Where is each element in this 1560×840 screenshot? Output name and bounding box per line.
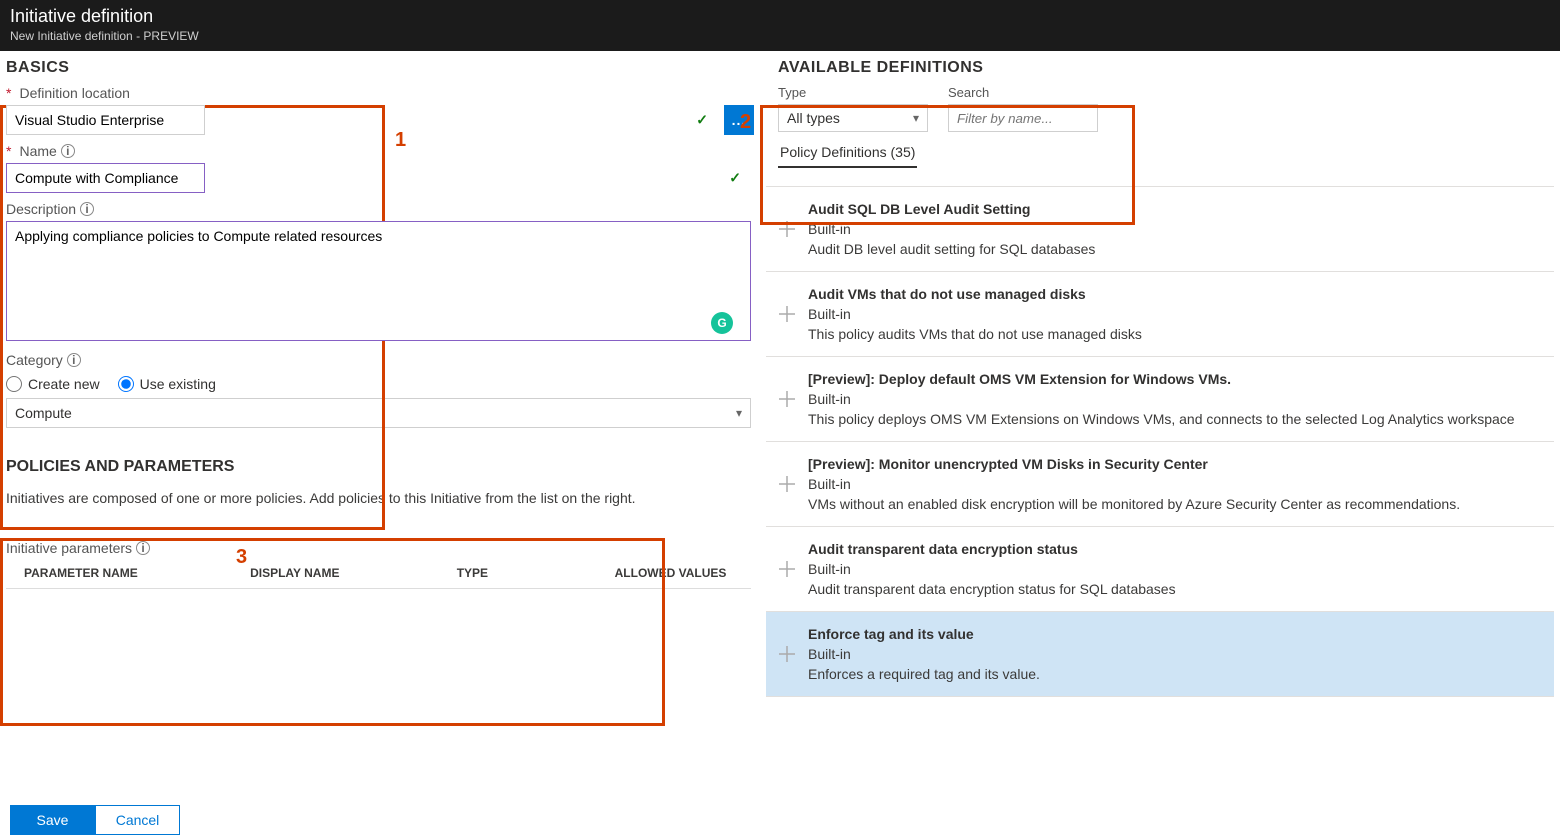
grammarly-icon: G <box>711 312 733 334</box>
search-label: Search <box>948 85 1098 100</box>
col-display-name: DISPLAY NAME <box>250 566 377 580</box>
tab-policy-definitions[interactable]: Policy Definitions (35) <box>778 140 917 168</box>
footer: Save Cancel <box>0 800 1560 840</box>
policies-subtext: Initiatives are composed of one or more … <box>6 490 754 506</box>
cancel-button[interactable]: Cancel <box>95 805 180 835</box>
basics-heading: BASICS <box>6 59 754 77</box>
search-input[interactable] <box>948 104 1098 132</box>
definitions-list: Audit SQL DB Level Audit Setting Built-in… <box>766 186 1554 697</box>
name-label-text: Name <box>19 143 56 159</box>
definition-type: Built-in <box>808 221 1544 237</box>
definition-title: [Preview]: Monitor unencrypted VM Disks … <box>808 456 1544 472</box>
check-icon: ✓ <box>729 170 741 187</box>
page-title: Initiative definition <box>10 6 1550 27</box>
info-icon[interactable]: i <box>61 144 75 158</box>
titlebar: Initiative definition New Initiative def… <box>0 0 1560 51</box>
add-definition-button[interactable] <box>766 201 808 257</box>
available-heading: AVAILABLE DEFINITIONS <box>778 59 1554 77</box>
info-icon[interactable]: i <box>80 202 94 216</box>
col-allowed-values: ALLOWED VALUES <box>615 566 751 580</box>
definition-row[interactable]: Audit SQL DB Level Audit Setting Built-in… <box>766 187 1554 272</box>
defloc-input[interactable] <box>6 105 205 135</box>
chevron-down-icon: ▾ <box>736 406 742 420</box>
description-label: Description i <box>6 201 754 217</box>
definition-desc: This policy deploys OMS VM Extensions on… <box>808 411 1544 427</box>
page-subtitle: New Initiative definition - PREVIEW <box>10 29 1550 43</box>
radio-use-existing[interactable] <box>118 376 134 392</box>
defloc-label: Definition location <box>6 85 754 101</box>
annotation-num-2: 2 <box>740 111 751 134</box>
initiative-params-label-text: Initiative parameters <box>6 540 132 556</box>
definition-desc: Audit transparent data encryption status… <box>808 581 1544 597</box>
category-create-new[interactable]: Create new <box>6 376 100 392</box>
add-definition-button[interactable] <box>766 371 808 427</box>
defloc-label-text: Definition location <box>19 85 130 101</box>
definition-row[interactable]: Enforce tag and its value Built-in Enforce… <box>766 612 1554 697</box>
add-definition-button[interactable] <box>766 456 808 512</box>
params-columns: PARAMETER NAME DISPLAY NAME TYPE ALLOWED… <box>6 566 751 589</box>
definition-title: Enforce tag and its value <box>808 626 1544 642</box>
right-panel: 2 AVAILABLE DEFINITIONS Type All types ▾… <box>760 51 1560 801</box>
definition-row[interactable]: Audit transparent data encryption status… <box>766 527 1554 612</box>
definition-desc: This policy audits VMs that do not use m… <box>808 326 1544 342</box>
definition-row[interactable]: Audit VMs that do not use managed disks B… <box>766 272 1554 357</box>
type-label: Type <box>778 85 928 100</box>
add-definition-button[interactable] <box>766 541 808 597</box>
description-label-text: Description <box>6 201 76 217</box>
category-value: Compute <box>15 405 72 421</box>
definition-title: Audit SQL DB Level Audit Setting <box>808 201 1544 217</box>
info-icon[interactable]: i <box>136 541 150 555</box>
radio-use-existing-label: Use existing <box>140 376 216 392</box>
definition-desc: VMs without an enabled disk encryption w… <box>808 496 1544 512</box>
initiative-params-label: Initiative parameters i <box>6 540 754 556</box>
add-definition-button[interactable] <box>766 286 808 342</box>
definition-type: Built-in <box>808 476 1544 492</box>
definition-desc: Audit DB level audit setting for SQL dat… <box>808 241 1544 257</box>
definition-type: Built-in <box>808 306 1544 322</box>
check-icon: ✓ <box>696 112 708 129</box>
category-label: Category i <box>6 352 754 368</box>
info-icon[interactable]: i <box>67 353 81 367</box>
definition-row[interactable]: [Preview]: Deploy default OMS VM Extensi… <box>766 357 1554 442</box>
add-definition-button[interactable] <box>766 626 808 682</box>
category-label-text: Category <box>6 352 63 368</box>
category-use-existing[interactable]: Use existing <box>118 376 216 392</box>
name-input[interactable] <box>6 163 205 193</box>
radio-create-new[interactable] <box>6 376 22 392</box>
chevron-down-icon: ▾ <box>913 111 919 125</box>
description-input[interactable] <box>6 221 751 341</box>
type-value: All types <box>787 110 840 126</box>
name-label: Name i <box>6 143 754 159</box>
definition-title: [Preview]: Deploy default OMS VM Extensi… <box>808 371 1544 387</box>
definition-title: Audit transparent data encryption status <box>808 541 1544 557</box>
annotation-num-3: 3 <box>236 546 247 569</box>
definition-type: Built-in <box>808 391 1544 407</box>
definition-type: Built-in <box>808 561 1544 577</box>
definition-row[interactable]: [Preview]: Monitor unencrypted VM Disks … <box>766 442 1554 527</box>
category-select[interactable]: Compute ▾ <box>6 398 751 428</box>
left-panel: 1 3 BASICS Definition location ✓ ... Nam… <box>0 51 760 801</box>
policies-heading: POLICIES AND PARAMETERS <box>6 458 754 476</box>
type-select[interactable]: All types ▾ <box>778 104 928 132</box>
save-button[interactable]: Save <box>10 805 95 835</box>
radio-create-new-label: Create new <box>28 376 100 392</box>
col-type: TYPE <box>457 566 535 580</box>
definition-type: Built-in <box>808 646 1544 662</box>
definition-desc: Enforces a required tag and its value. <box>808 666 1544 682</box>
col-param-name: PARAMETER NAME <box>24 566 170 580</box>
definition-title: Audit VMs that do not use managed disks <box>808 286 1544 302</box>
